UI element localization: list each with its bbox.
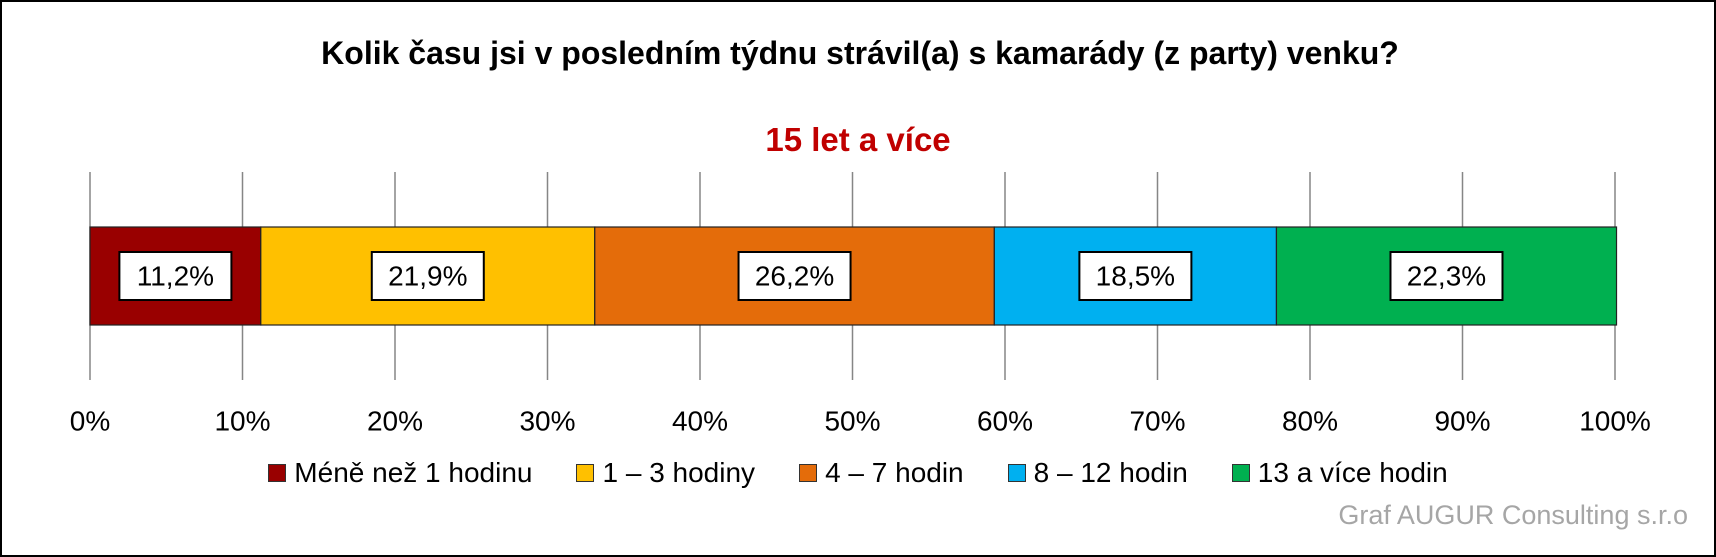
data-label: 22,3% — [1407, 260, 1486, 291]
x-tick-label: 90% — [1434, 405, 1490, 436]
data-label-box — [370, 251, 485, 301]
legend-swatch — [268, 464, 287, 482]
legend-label: 1 – 3 hodiny — [602, 457, 756, 488]
x-tick-label: 20% — [367, 405, 423, 436]
x-tick-label: 80% — [1282, 405, 1338, 436]
legend-swatch — [1231, 464, 1250, 482]
legend-swatch — [576, 464, 595, 482]
legend-label: Méně než 1 hodinu — [294, 457, 533, 488]
x-tick-label: 40% — [672, 405, 728, 436]
legend-swatch — [799, 464, 818, 482]
x-tick-label: 10% — [214, 405, 270, 436]
legend-item: Méně než 1 hodinu — [268, 457, 532, 489]
legend-label: 8 – 12 hodin — [1033, 457, 1188, 488]
legend-item: 13 a více hodin — [1231, 457, 1448, 489]
x-tick-label: 60% — [977, 405, 1033, 436]
data-label: 11,2% — [137, 260, 214, 291]
chart-subtitle: 15 let a více — [765, 121, 951, 158]
legend-label: 13 a více hodin — [1257, 457, 1448, 488]
x-tick-label: 100% — [1579, 405, 1651, 436]
x-tick-label: 50% — [824, 405, 880, 436]
legend: Méně než 1 hodinu 1 – 3 hodiny 4 – 7 hodin… — [2, 457, 1714, 489]
x-tick-label: 30% — [519, 405, 575, 436]
data-label: 21,9% — [388, 260, 467, 291]
data-label-box — [1078, 251, 1193, 301]
data-label: 26,2% — [755, 260, 834, 291]
legend-swatch — [1007, 464, 1026, 482]
chart-title: Kolik času jsi v posledním týdnu strávil… — [321, 35, 1399, 71]
data-label-box — [118, 251, 233, 301]
x-tick-label: 0% — [70, 405, 110, 436]
x-tick-label: 70% — [1129, 405, 1185, 436]
data-label: 18,5% — [1096, 260, 1175, 291]
data-label-box — [737, 251, 852, 301]
legend-item: 8 – 12 hodin — [1007, 457, 1188, 489]
legend-item: 4 – 7 hodin — [799, 457, 964, 489]
legend-item: 1 – 3 hodiny — [576, 457, 755, 489]
legend-label: 4 – 7 hodin — [825, 457, 964, 488]
annotation: Graf AUGUR Consulting s.r.o — [1338, 500, 1688, 530]
data-label-box — [1389, 251, 1504, 301]
